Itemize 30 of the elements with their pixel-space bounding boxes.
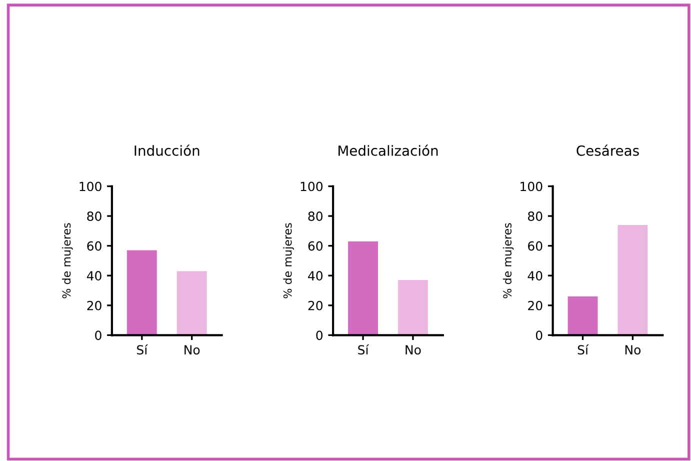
- y-tick-label: 0: [95, 330, 102, 340]
- y-axis-title: % de mujeres: [62, 223, 73, 298]
- y-tick-label: 40: [308, 271, 323, 281]
- x-tick-label: No: [184, 345, 200, 355]
- y-tick-label: 100: [520, 182, 542, 192]
- y-tick-label: 20: [87, 300, 102, 310]
- y-tick-label: 80: [87, 211, 102, 221]
- y-tick-label: 40: [86, 271, 102, 281]
- y-tick-label: 40: [528, 271, 542, 281]
- y-tick-label: 0: [316, 330, 323, 340]
- y-tick-label: 60: [528, 241, 542, 251]
- y-tick-label: 60: [87, 241, 102, 251]
- y-axis-title: % de mujeres: [502, 223, 514, 298]
- y-axis-title: % de mujeres: [283, 223, 294, 298]
- x-tick-label: Sí: [137, 344, 148, 355]
- x-tick-label: Sí: [358, 344, 370, 355]
- y-tick-label: 0: [536, 330, 542, 340]
- x-tick-label: No: [406, 345, 421, 355]
- x-tick-label: Sí: [578, 344, 589, 355]
- chart-title: Cesáreas: [576, 144, 639, 156]
- y-tick-label: 60: [308, 241, 323, 251]
- y-tick-label: 80: [308, 211, 323, 221]
- chart-title: Medicalización: [338, 144, 438, 156]
- chart-title: Inducción: [134, 144, 200, 156]
- y-tick-label: 20: [308, 300, 323, 310]
- x-tick-label: No: [625, 345, 641, 355]
- y-tick-label: 100: [300, 182, 323, 192]
- y-tick-label: 80: [528, 211, 542, 221]
- y-tick-label: 20: [528, 300, 542, 310]
- y-tick-label: 100: [80, 182, 102, 192]
